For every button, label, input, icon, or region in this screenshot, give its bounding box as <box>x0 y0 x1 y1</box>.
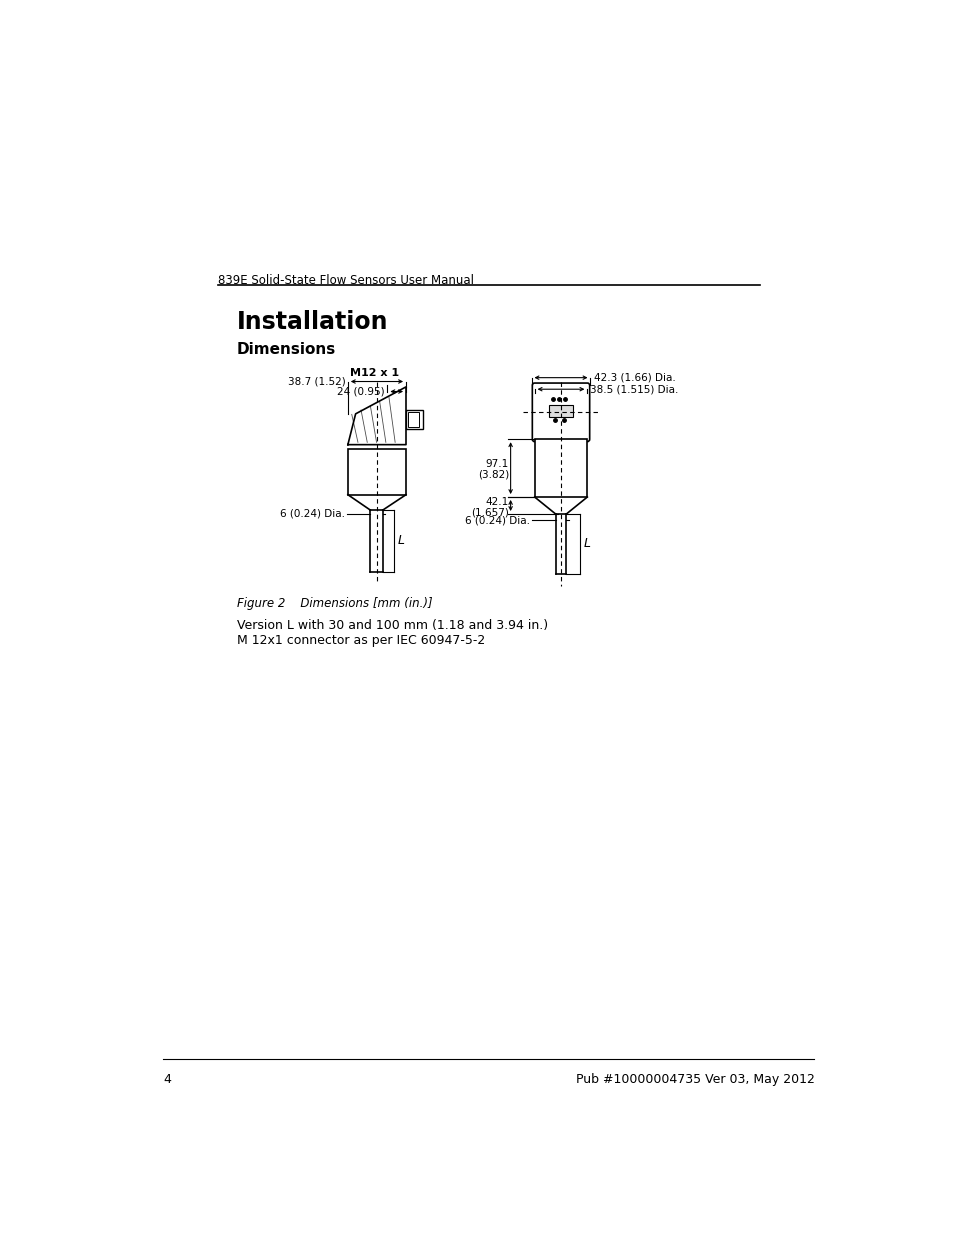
Text: L: L <box>397 535 404 547</box>
Bar <box>406 410 422 430</box>
Text: 4: 4 <box>163 1073 172 1086</box>
Text: Dimensions: Dimensions <box>236 342 336 357</box>
Bar <box>348 448 406 495</box>
Text: 97.1: 97.1 <box>485 459 509 469</box>
Text: (1.657): (1.657) <box>471 508 509 517</box>
FancyBboxPatch shape <box>532 383 589 442</box>
Text: Version L with 30 and 100 mm (1.18 and 3.94 in.): Version L with 30 and 100 mm (1.18 and 3… <box>236 619 548 631</box>
Text: (3.82): (3.82) <box>477 469 509 479</box>
Text: 24 (0.95): 24 (0.95) <box>337 387 385 396</box>
Text: 839E Solid-State Flow Sensors User Manual: 839E Solid-State Flow Sensors User Manua… <box>217 274 474 287</box>
Text: 6 (0.24) Dia.: 6 (0.24) Dia. <box>279 509 344 519</box>
Text: 38.5 (1.515) Dia.: 38.5 (1.515) Dia. <box>590 384 679 394</box>
Text: M12 x 1: M12 x 1 <box>350 368 399 378</box>
Text: 6 (0.24) Dia.: 6 (0.24) Dia. <box>464 515 530 525</box>
Text: L: L <box>583 537 590 551</box>
Text: 38.7 (1.52): 38.7 (1.52) <box>288 377 345 387</box>
Bar <box>549 405 572 417</box>
Bar <box>534 440 587 496</box>
Text: Figure 2    Dimensions [mm (in.)]: Figure 2 Dimensions [mm (in.)] <box>236 597 433 610</box>
Text: M 12x1 connector as per IEC 60947-5-2: M 12x1 connector as per IEC 60947-5-2 <box>236 634 485 647</box>
Text: Installation: Installation <box>236 310 388 333</box>
Text: Pub #10000004735 Ver 03, May 2012: Pub #10000004735 Ver 03, May 2012 <box>575 1073 814 1086</box>
Bar <box>408 412 418 427</box>
Text: 42.3 (1.66) Dia.: 42.3 (1.66) Dia. <box>593 373 675 383</box>
Text: 42.1: 42.1 <box>485 498 509 508</box>
